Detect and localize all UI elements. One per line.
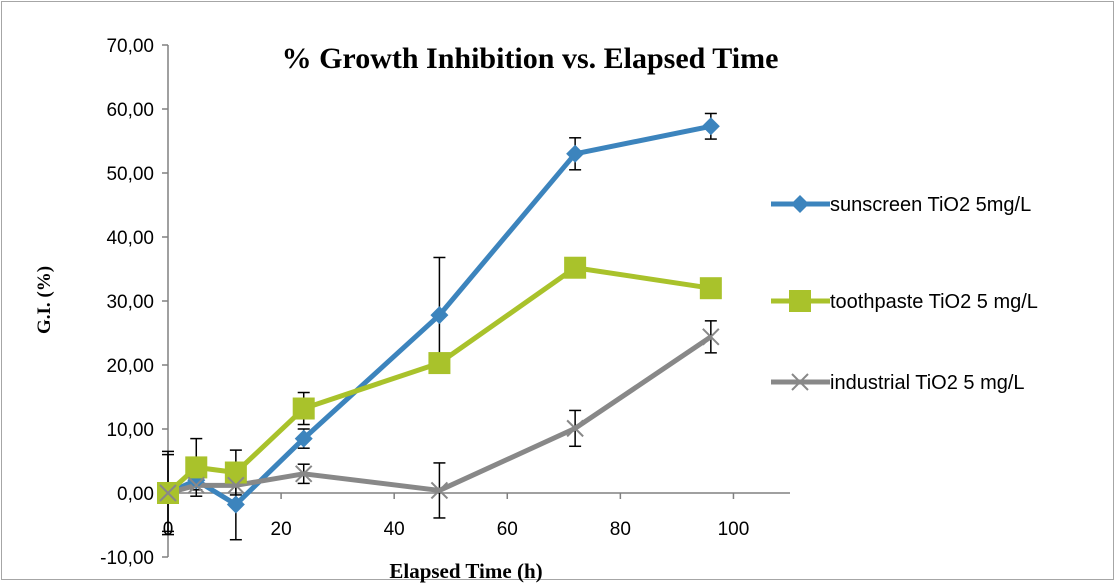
data-point (566, 144, 585, 163)
data-point (702, 328, 720, 346)
y-tick-label: 50,00 (106, 164, 154, 185)
y-tick-label: 20,00 (106, 356, 154, 377)
legend-label: toothpaste TiO2 5 mg/L (830, 291, 1038, 313)
data-point (430, 481, 449, 500)
legend-marker (789, 290, 811, 312)
y-tick-label: 70,00 (106, 36, 154, 57)
data-point (226, 495, 245, 514)
x-tick-label: 60 (497, 519, 518, 540)
data-point (564, 256, 587, 279)
legend-label: sunscreen TiO2 5mg/L (830, 194, 1031, 216)
data-point (159, 484, 177, 502)
data-point (224, 461, 247, 484)
y-tick-label: 0,00 (117, 484, 154, 505)
legend-marker (791, 373, 809, 391)
legend-label: industrial TiO2 5 mg/L (830, 372, 1025, 394)
data-point (295, 465, 313, 483)
data-point (187, 476, 205, 495)
data-point (566, 419, 584, 438)
y-tick-label: 30,00 (106, 292, 154, 313)
x-tick-label: 20 (271, 519, 292, 540)
chart-title: % Growth Inhibition vs. Elapsed Time (282, 42, 779, 75)
data-point (428, 352, 451, 375)
y-tick-label: 40,00 (106, 228, 154, 249)
x-tick-label: 100 (718, 519, 750, 540)
y-tick-label: -10,00 (100, 548, 154, 569)
y-tick-label: 60,00 (106, 100, 154, 121)
data-point (430, 306, 449, 325)
data-point (292, 397, 315, 420)
legend-marker (791, 195, 809, 213)
data-point (185, 456, 208, 479)
data-point (699, 277, 722, 300)
legend: sunscreen TiO2 5mg/L toothpaste TiO2 5 mg… (771, 194, 1038, 394)
data-point (701, 117, 720, 136)
data-point (294, 429, 313, 448)
series-markers (157, 117, 722, 514)
y-tick-label: 10,00 (106, 420, 154, 441)
data-point (227, 476, 245, 495)
y-axis-label: G.I. (%) (34, 266, 55, 334)
x-axis-label: Elapsed Time (h) (389, 559, 542, 583)
x-tick-label: 40 (384, 519, 405, 540)
x-tick-label: 80 (610, 519, 631, 540)
